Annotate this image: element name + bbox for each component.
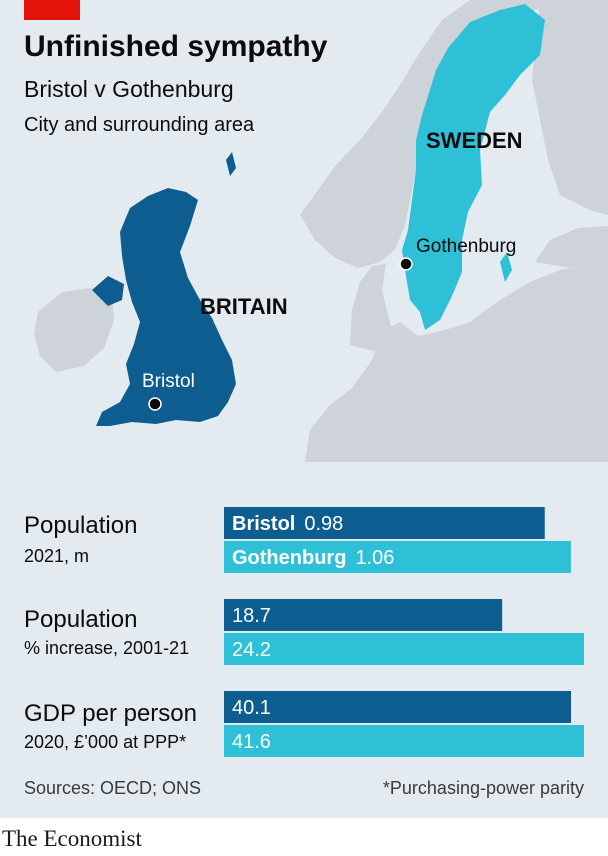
bar-gothenburg-3 [224, 725, 584, 757]
panel-2-sublabel: % increase, 2001-21 [24, 638, 190, 658]
northern-ireland [92, 276, 124, 306]
bar-value-label: 40.1 [232, 697, 271, 719]
bar-value-label: Bristol 0.98 [232, 513, 343, 535]
bar-gothenburg-1 [224, 541, 571, 573]
britain-shape [96, 188, 236, 426]
panel-3-sublabel: 2020, £’000 at PPP* [24, 732, 187, 752]
bar-gothenburg-2 [224, 633, 584, 665]
panel-2-label: Population [24, 606, 138, 633]
chart-subtitle: Bristol v Gothenburg [24, 76, 234, 102]
bar-value-label: 24.2 [232, 639, 271, 661]
gothenburg-marker [399, 257, 413, 271]
panel-3-label: GDP per person [24, 700, 197, 727]
gotland [500, 252, 512, 282]
gothenburg-label: Gothenburg [416, 236, 517, 257]
bar-value-label: Gothenburg 1.06 [232, 547, 394, 569]
sources-note: Sources: OECD; ONS [24, 778, 202, 798]
sweden-label: SWEDEN [426, 128, 523, 153]
continental-europe [305, 262, 608, 462]
series-value-label: 1.06 [355, 547, 394, 569]
bristol-label: Bristol [142, 371, 195, 392]
panel-1-sublabel: 2021, m [24, 546, 90, 566]
bar-value-label: 41.6 [232, 731, 271, 753]
baltic-states [535, 226, 608, 268]
series-name-label: Gothenburg [232, 547, 346, 569]
chart-title: Unfinished sympathy [24, 30, 328, 63]
series-value-label: 0.98 [304, 513, 343, 535]
economist-logo: The Economist [2, 826, 142, 851]
bar-value-label: 18.7 [232, 605, 271, 627]
panel-1-label: Population [24, 512, 138, 539]
norway [300, 0, 560, 268]
map [34, 0, 608, 462]
bar-bristol-1 [224, 507, 545, 539]
shetland [226, 152, 236, 176]
finland [532, 0, 608, 215]
ppp-footnote: *Purchasing-power parity [382, 778, 584, 798]
sweden-shape [402, 4, 545, 330]
denmark [350, 264, 394, 352]
bar-bristol-3 [224, 691, 572, 723]
chart-subtitle-secondary: City and surrounding area [24, 114, 255, 136]
accent-tag [24, 0, 80, 20]
bristol-marker [148, 397, 162, 411]
series-name-label: Bristol [232, 513, 295, 535]
britain-label: BRITAIN [200, 294, 288, 319]
bar-chart: Bristol 0.98 Gothenburg 1.06 18.7 24.2 40.1 41.… [224, 507, 584, 757]
ireland [34, 288, 114, 372]
bar-bristol-2 [224, 599, 503, 631]
